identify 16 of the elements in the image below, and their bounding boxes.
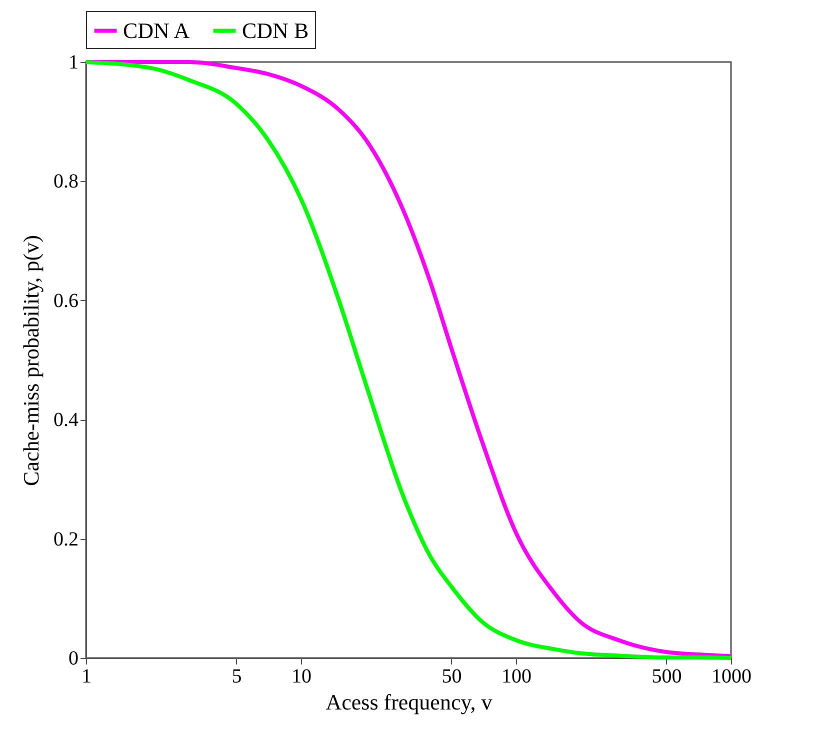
y-tick-label: 0.6: [54, 290, 78, 312]
y-tick-label: 1: [68, 52, 78, 74]
x-axis-title: Acess frequency, v: [326, 690, 492, 714]
y-tick-label: 0.2: [54, 528, 78, 550]
legend-label: CDN B: [242, 18, 309, 43]
legend-label: CDN A: [123, 18, 190, 43]
y-axis-title: Cache-miss probability, p(v): [18, 235, 44, 486]
x-tick-label: 500: [652, 666, 682, 688]
x-tick-label: 100: [502, 666, 532, 688]
y-tick-label: 0.8: [54, 170, 78, 193]
x-tick-label: 10: [292, 666, 312, 688]
y-tick-label: 0: [68, 648, 78, 670]
x-tick-label: 50: [442, 666, 462, 688]
x-tick-label: 1000: [712, 666, 752, 688]
y-tick-label: 0.4: [54, 409, 78, 432]
x-tick-label: 5: [232, 666, 242, 688]
